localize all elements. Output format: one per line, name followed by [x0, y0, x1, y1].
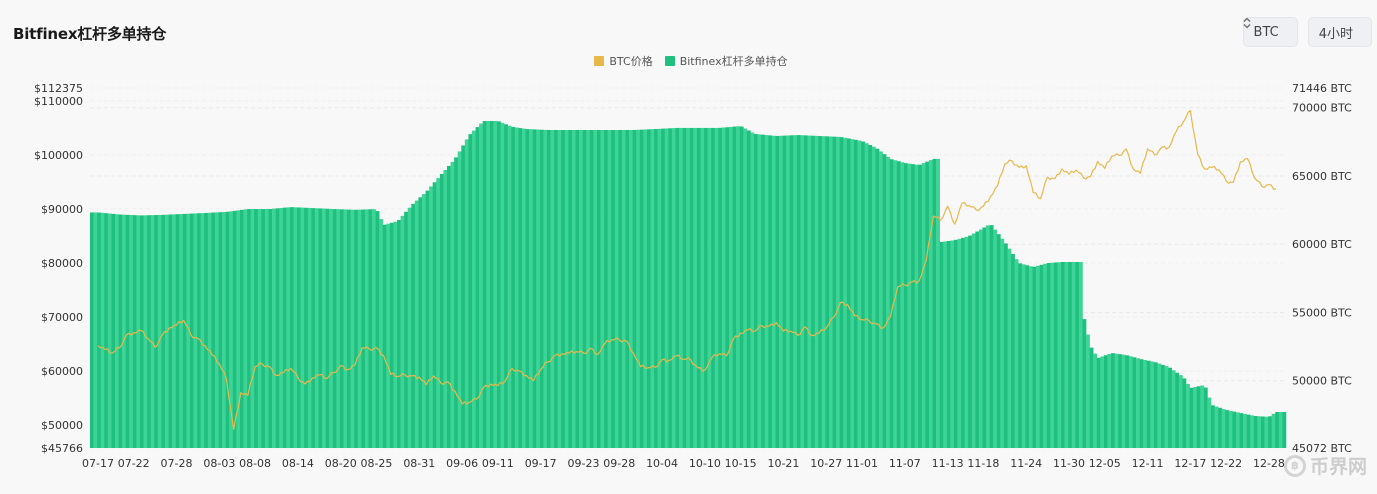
page-title: Bitfinex杠杆多单持仓	[13, 25, 167, 43]
left-axis-tick: $90000	[41, 203, 83, 216]
x-axis-tick: 08-08	[239, 457, 271, 470]
left-axis-tick: $110000	[34, 95, 83, 108]
x-axis-tick: 11-18	[967, 457, 999, 470]
x-axis-tick: 12-11	[1132, 457, 1164, 470]
right-axis-tick: 60000 BTC	[1292, 238, 1352, 251]
right-axis-tick: 45072 BTC	[1292, 442, 1352, 455]
left-axis-tick: $80000	[41, 257, 83, 270]
right-axis-tick: 71446 BTC	[1292, 82, 1352, 95]
left-axis-tick: $60000	[41, 365, 83, 378]
x-axis-tick: 10-27	[810, 457, 842, 470]
left-axis-tick: $100000	[34, 149, 83, 162]
x-axis-tick: 07-17	[82, 457, 114, 470]
x-axis-tick: 11-07	[889, 457, 921, 470]
holdings-bars	[90, 120, 1287, 449]
x-axis-tick: 10-21	[767, 457, 799, 470]
x-axis-tick: 07-28	[161, 457, 193, 470]
x-axis-tick: 11-13	[932, 457, 964, 470]
price-line	[97, 109, 1277, 430]
left-axis-tick: $45766	[41, 442, 83, 455]
x-axis-tick: 08-20	[325, 457, 357, 470]
right-axis-tick: 50000 BTC	[1292, 375, 1352, 388]
x-axis-tick: 08-25	[360, 457, 392, 470]
left-axis-tick: $70000	[41, 311, 83, 324]
interval-select-value: 4小时	[1318, 26, 1353, 42]
x-axis-tick: 09-06	[446, 457, 478, 470]
x-axis: 07-17 07-22 07-28 08-03 08-08 08-14 08-20 08-25…	[82, 457, 1285, 470]
x-axis-tick: 08-31	[403, 457, 435, 470]
legend-label: Bitfinex杠杆多单持仓	[679, 55, 788, 68]
x-axis-tick: 08-03	[203, 457, 235, 470]
watermark: ฿ 币界网	[1283, 452, 1367, 479]
legend-label: BTC价格	[609, 55, 653, 68]
interval-select[interactable]: 4小时	[1243, 17, 1372, 47]
right-axis-tick: 65000 BTC	[1292, 170, 1352, 183]
watermark-text: 币界网	[1309, 456, 1367, 478]
x-axis-tick: 08-14	[282, 457, 314, 470]
legend-item-long-holdings[interactable]: Bitfinex杠杆多单持仓	[664, 53, 788, 69]
unit-select-value: BTC	[1253, 24, 1279, 40]
left-axis-tick: $50000	[41, 419, 83, 432]
x-axis-tick: 12-05	[1089, 457, 1121, 470]
x-axis-tick: 09-28	[603, 457, 635, 470]
x-axis-tick: 12-28	[1253, 457, 1285, 470]
x-axis-tick: 12-17	[1174, 457, 1206, 470]
right-axis-tick: 55000 BTC	[1292, 306, 1352, 319]
x-axis-tick: 10-04	[646, 457, 678, 470]
x-axis-tick: 09-11	[482, 457, 514, 470]
chart-legend: BTC价格 Bitfinex杠杆多单持仓	[0, 53, 1377, 69]
left-axis-tick: $112375	[34, 82, 83, 95]
legend-swatch-long-holdings	[664, 56, 675, 66]
coin-logo-icon: ฿	[1283, 454, 1306, 477]
x-axis-tick: 09-17	[525, 457, 557, 470]
x-axis-tick: 12-22	[1210, 457, 1242, 470]
x-axis-tick: 10-15	[725, 457, 757, 470]
legend-item-btc-price[interactable]: BTC价格	[594, 53, 653, 69]
unit-select[interactable]: BTC	[1242, 17, 1298, 47]
x-axis-tick: 09-23	[568, 457, 600, 470]
x-axis-tick: 11-30	[1053, 457, 1085, 470]
x-axis-tick: 10-10	[689, 457, 721, 470]
x-axis-tick: 07-22	[118, 457, 150, 470]
left-axis: $112375$110000 $100000 $90000 $80000 $70000 $…	[34, 82, 83, 455]
legend-swatch-btc-price	[594, 56, 605, 66]
chart-controls: BTC 4小时	[1242, 17, 1372, 47]
x-axis-tick: 11-24	[1010, 457, 1042, 470]
x-axis-tick: 11-01	[846, 457, 878, 470]
right-axis: 71446 BTC 70000 BTC 65000 BTC 60000 BTC 5500…	[1292, 82, 1352, 455]
right-axis-tick: 70000 BTC	[1292, 102, 1352, 115]
